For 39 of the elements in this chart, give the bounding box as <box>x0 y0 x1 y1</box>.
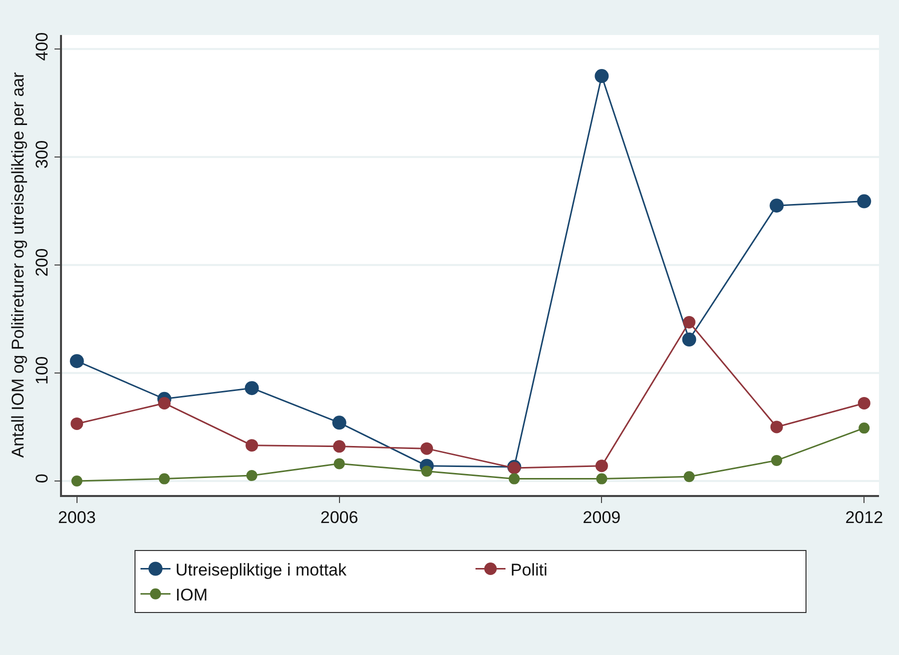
y-tick-label: 0 <box>32 474 52 484</box>
legend-label: Utreisepliktige i mottak <box>176 560 348 580</box>
point <box>158 396 171 410</box>
point <box>771 454 782 466</box>
x-tick-label: 2006 <box>320 508 358 528</box>
point <box>420 442 434 455</box>
y-tick-label: 400 <box>32 32 52 61</box>
point <box>158 473 170 484</box>
point <box>71 475 82 486</box>
point <box>770 420 783 434</box>
x-tick-label: 2003 <box>58 508 96 528</box>
point <box>770 198 784 213</box>
point <box>684 471 695 482</box>
point <box>246 439 258 452</box>
y-tick-label: 300 <box>32 140 52 169</box>
y-axis-title: Antall IOM og Politireturer og utreisepliktige per aar <box>8 72 28 458</box>
point <box>596 473 608 484</box>
point <box>682 332 696 347</box>
point <box>682 316 696 328</box>
point <box>70 417 84 430</box>
point <box>421 466 432 477</box>
y-tick-label: 100 <box>32 356 52 385</box>
point <box>594 69 609 84</box>
point <box>595 460 608 472</box>
point <box>332 416 346 430</box>
legend-label: Politi <box>510 560 548 580</box>
point <box>333 440 346 453</box>
point <box>70 354 84 368</box>
point <box>508 473 520 484</box>
point <box>857 194 872 208</box>
point <box>858 422 870 434</box>
point <box>858 396 870 410</box>
legend-label: IOM <box>176 585 208 604</box>
x-tick-label: 2012 <box>845 508 884 528</box>
y-tick-label: 200 <box>32 248 52 277</box>
point <box>334 458 345 470</box>
x-tick-label: 2009 <box>582 508 621 528</box>
point <box>246 470 258 482</box>
point <box>244 381 259 396</box>
